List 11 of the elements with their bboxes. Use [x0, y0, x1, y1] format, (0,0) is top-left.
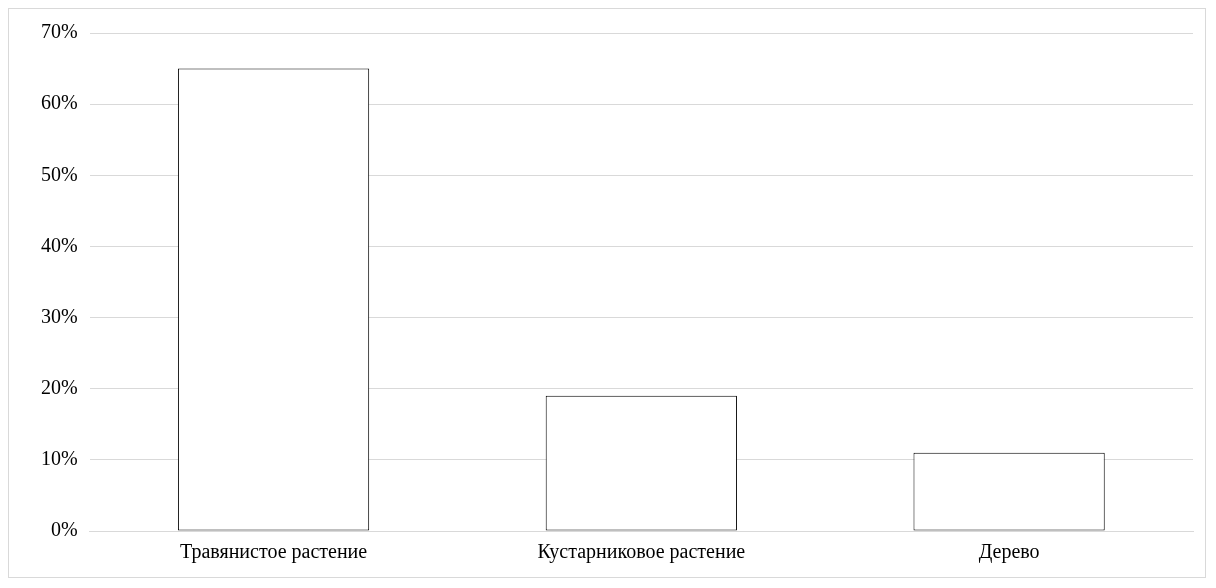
y-tick-label: 60%	[40, 91, 78, 114]
y-tick-label: 50%	[40, 162, 78, 185]
y-tick-label: 0%	[50, 518, 78, 541]
y-tick-label: 70%	[40, 20, 78, 43]
x-tick-label: Дерево	[978, 540, 1040, 564]
x-tick-label: Кустарниковое растение	[537, 540, 746, 564]
y-tick-label: 20%	[40, 375, 78, 398]
y-tick-label: 40%	[40, 233, 78, 256]
y-tick-label: 10%	[40, 447, 78, 470]
x-tick-label: Травянистое растение	[179, 540, 368, 564]
y-tick-label: 30%	[40, 304, 78, 327]
